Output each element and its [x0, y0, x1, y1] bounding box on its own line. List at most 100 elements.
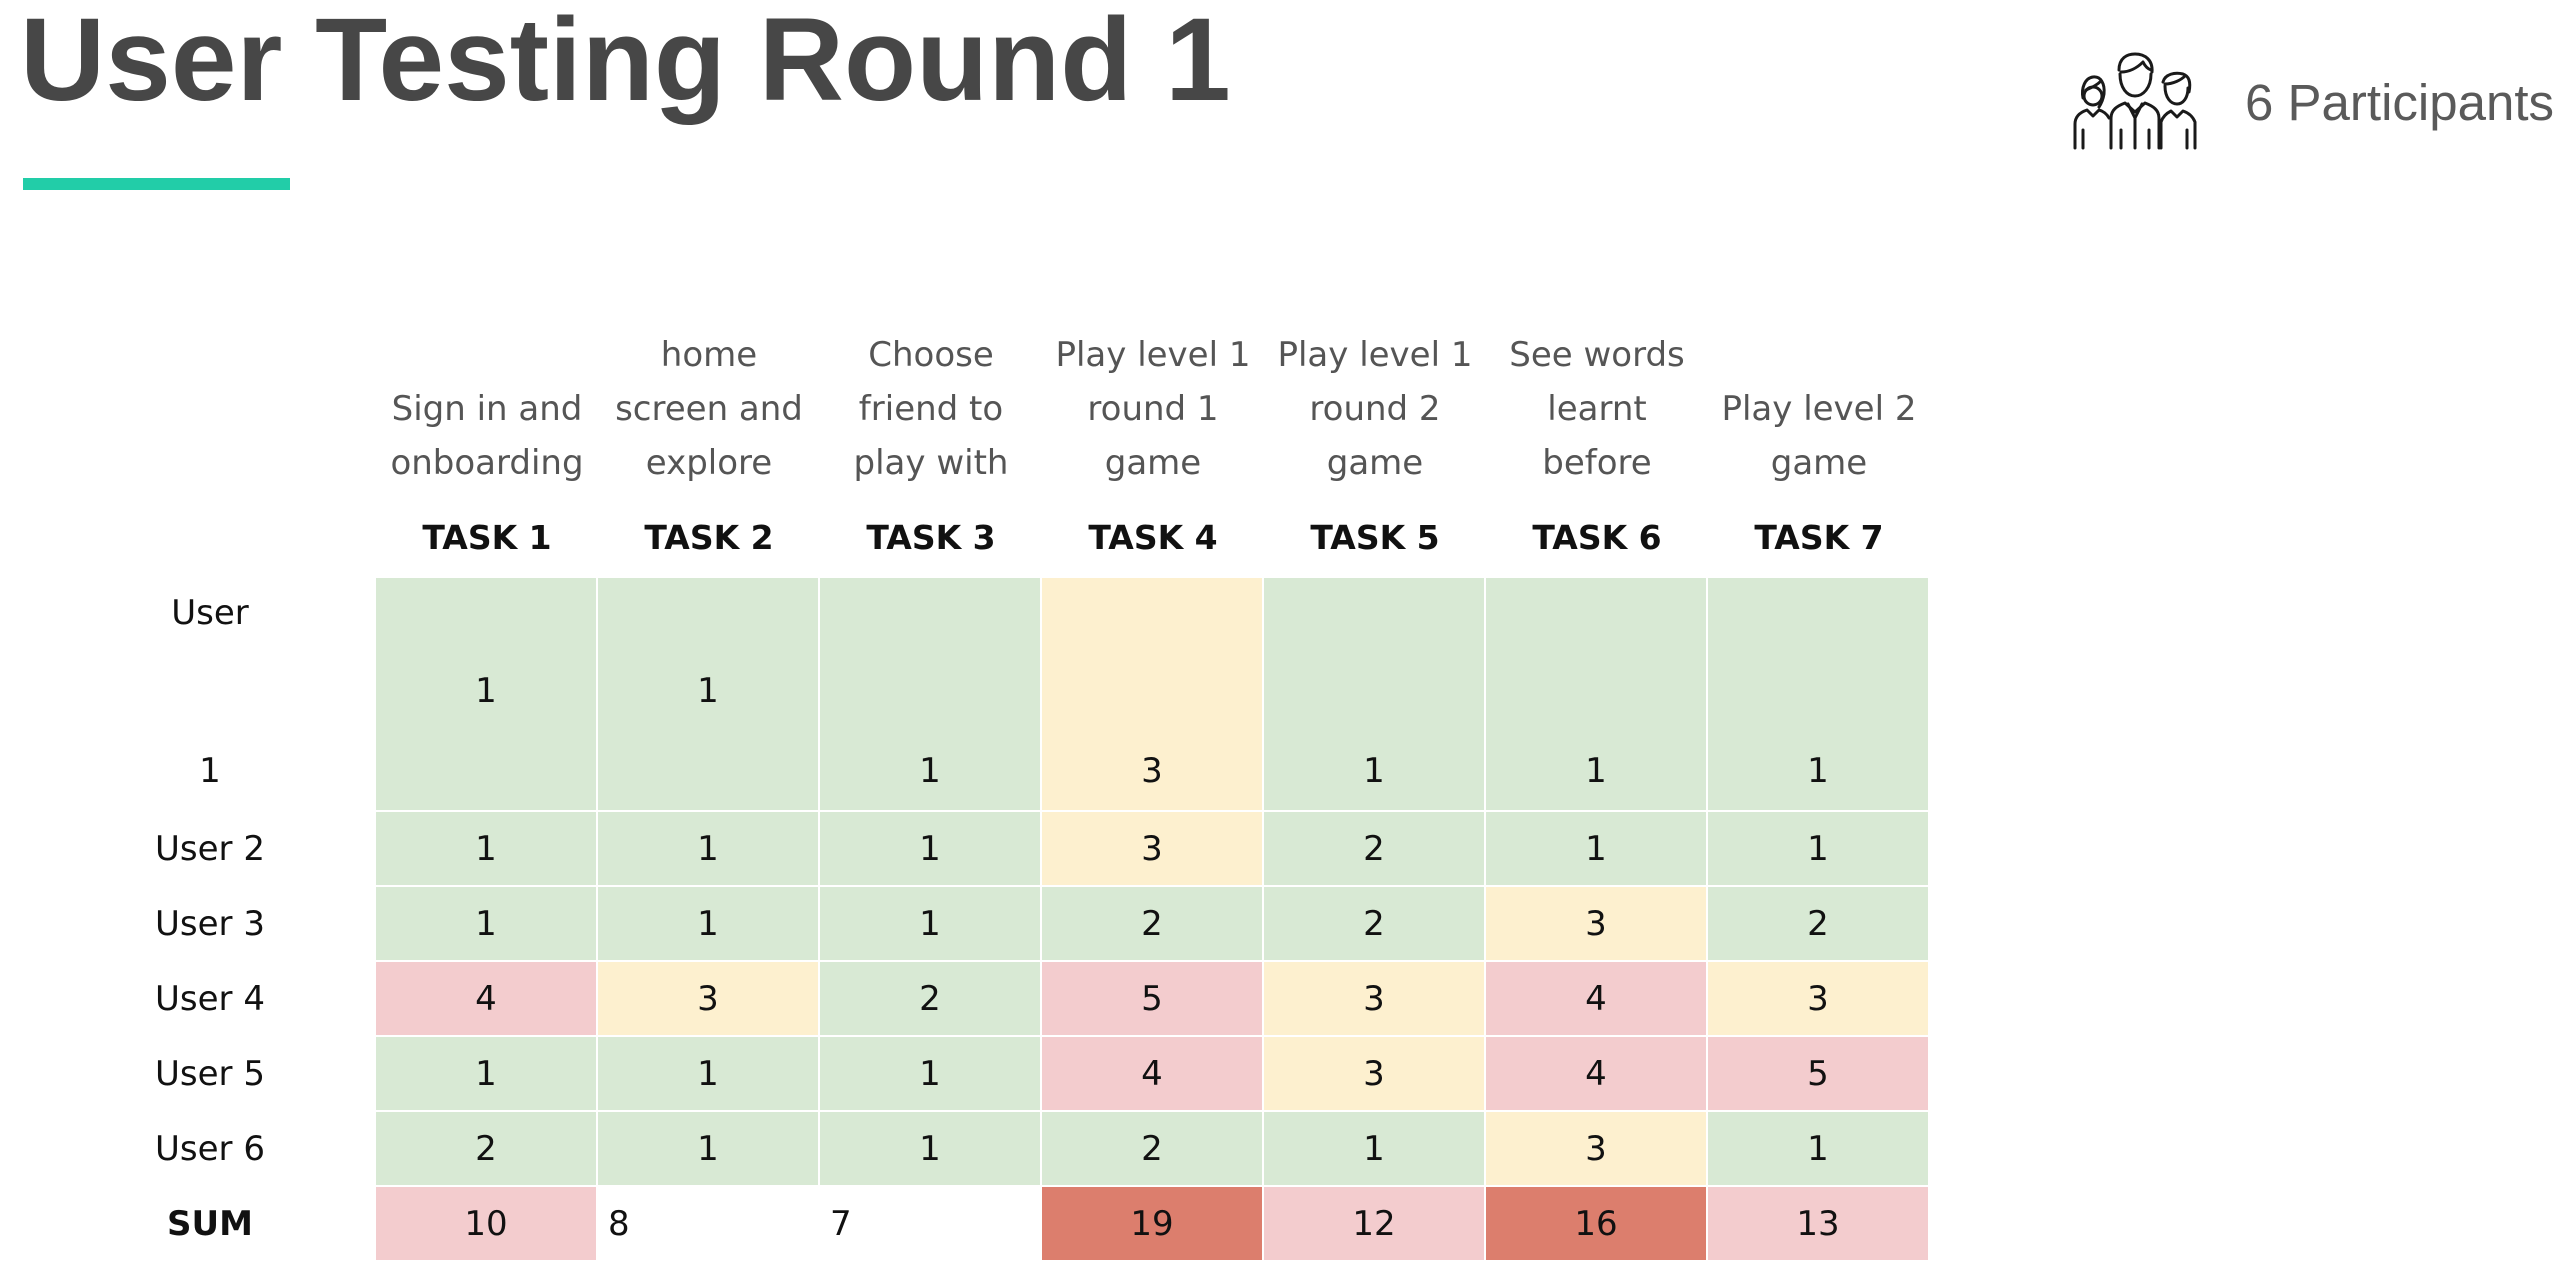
table-cell: 3: [1264, 962, 1484, 1035]
participants-count: 6 Participants: [2245, 73, 2554, 131]
task-header: TASK 4: [1088, 518, 1218, 557]
people-group-icon: [2073, 52, 2197, 152]
cell-value: 1: [697, 903, 719, 944]
task-description-line: play with: [853, 443, 1009, 483]
cell-value: 3: [1585, 903, 1607, 944]
table-cell: 4: [376, 962, 596, 1035]
task-description: Play level 1 round 1 game: [1042, 310, 1264, 490]
cell-value: 1: [475, 671, 497, 711]
table-cell: 2: [376, 1112, 596, 1185]
cell-value: 3: [1141, 751, 1163, 791]
task-description-line: Play level 1: [1277, 335, 1473, 375]
cell-value: 13: [1796, 1203, 1840, 1244]
task-header: TASK 6: [1532, 518, 1662, 557]
table-cell: 1: [376, 578, 596, 810]
cell-value: 1: [475, 1053, 497, 1094]
sum-row-label: SUM: [167, 1203, 253, 1244]
task-description-line: onboarding: [390, 443, 584, 483]
row-label-line: 1: [199, 751, 221, 791]
task-description-text: Play level 2 game: [1721, 382, 1916, 490]
task-description-line: See words: [1509, 335, 1685, 375]
cell-value: 1: [697, 1128, 719, 1169]
sum-cell: 19: [1042, 1187, 1262, 1260]
task-header: TASK 3: [866, 518, 996, 557]
task-description: Play level 1 round 2 game: [1264, 310, 1486, 490]
cell-value: 3: [1363, 1053, 1385, 1094]
sum-cell: 16: [1486, 1187, 1706, 1260]
cell-value: 2: [919, 978, 941, 1019]
table-cell: 2: [1708, 887, 1928, 960]
cell-value: 2: [1141, 903, 1163, 944]
row-label: User 4: [155, 978, 265, 1019]
table-cell: 3: [1264, 1037, 1484, 1110]
task-description-line: Play level 1: [1055, 335, 1251, 375]
table-cell: 1: [1264, 578, 1484, 810]
cell-value: 1: [919, 903, 941, 944]
cell-value: 1: [697, 1053, 719, 1094]
table-cell: 1: [376, 1037, 596, 1110]
cell-value: 16: [1574, 1203, 1618, 1244]
row-label: User 1: [115, 578, 305, 810]
table-cell: 3: [1708, 962, 1928, 1035]
task-description: See words learnt before: [1486, 310, 1708, 490]
task-description-text: Play level 1 round 2 game: [1277, 328, 1472, 490]
cell-value: 8: [608, 1203, 630, 1244]
table-cell: 3: [1042, 812, 1262, 885]
task-description-line: game: [1104, 443, 1202, 483]
table-cell: 1: [1486, 578, 1706, 810]
cell-value: 7: [830, 1203, 852, 1244]
task-description-line: round 1: [1087, 389, 1219, 429]
task-header: TASK 2: [644, 518, 774, 557]
cell-value: 2: [1807, 903, 1829, 944]
cell-value: 1: [1363, 751, 1385, 791]
table-cell: 5: [1708, 1037, 1928, 1110]
task-description-text: See words learnt before: [1509, 328, 1685, 490]
table-cell: 1: [820, 1112, 1040, 1185]
table-cell: 1: [1486, 812, 1706, 885]
cell-value: 2: [1141, 1128, 1163, 1169]
cell-value: 1: [919, 751, 941, 791]
cell-value: 1: [697, 671, 719, 711]
task-description-line: friend to: [858, 389, 1004, 429]
cell-value: 1: [697, 828, 719, 869]
task-description-line: game: [1326, 443, 1424, 483]
cell-value: 1: [475, 903, 497, 944]
cell-value: 10: [464, 1203, 508, 1244]
cell-value: 12: [1352, 1203, 1396, 1244]
sum-cell: 13: [1708, 1187, 1928, 1260]
task-description: Sign in and onboarding: [376, 310, 598, 490]
table-cell: 1: [598, 887, 818, 960]
task-description-line: screen and: [615, 389, 803, 429]
cell-value: 5: [1807, 1053, 1829, 1094]
row-label: User 6: [155, 1128, 265, 1169]
sum-cell: 8: [598, 1187, 818, 1260]
table-cell: 1: [820, 578, 1040, 810]
table-cell: 1: [598, 578, 818, 810]
row-label: User 5: [155, 1053, 265, 1094]
cell-value: 3: [1585, 1128, 1607, 1169]
cell-value: 4: [1585, 978, 1607, 1019]
cell-value: 3: [1141, 828, 1163, 869]
task-header: TASK 5: [1310, 518, 1440, 557]
table-cell: 1: [820, 1037, 1040, 1110]
table-cell: 2: [1042, 1112, 1262, 1185]
sum-cell: 12: [1264, 1187, 1484, 1260]
cell-value: 2: [1363, 903, 1385, 944]
task-description-text: home screen and explore: [615, 328, 803, 490]
cell-value: 1: [1585, 751, 1607, 791]
table-cell: 1: [1708, 812, 1928, 885]
task-header: TASK 7: [1754, 518, 1884, 557]
task-header: TASK 1: [422, 518, 552, 557]
cell-value: 3: [697, 978, 719, 1019]
table-cell: 4: [1042, 1037, 1262, 1110]
table-cell: 5: [1042, 962, 1262, 1035]
table-cell: 3: [598, 962, 818, 1035]
table-cell: 2: [1264, 887, 1484, 960]
table-cell: 1: [376, 887, 596, 960]
table-cell: 2: [1264, 812, 1484, 885]
table-cell: 3: [1486, 1112, 1706, 1185]
table-cell: 4: [1486, 962, 1706, 1035]
cell-value: 4: [1585, 1053, 1607, 1094]
cell-value: 19: [1130, 1203, 1174, 1244]
